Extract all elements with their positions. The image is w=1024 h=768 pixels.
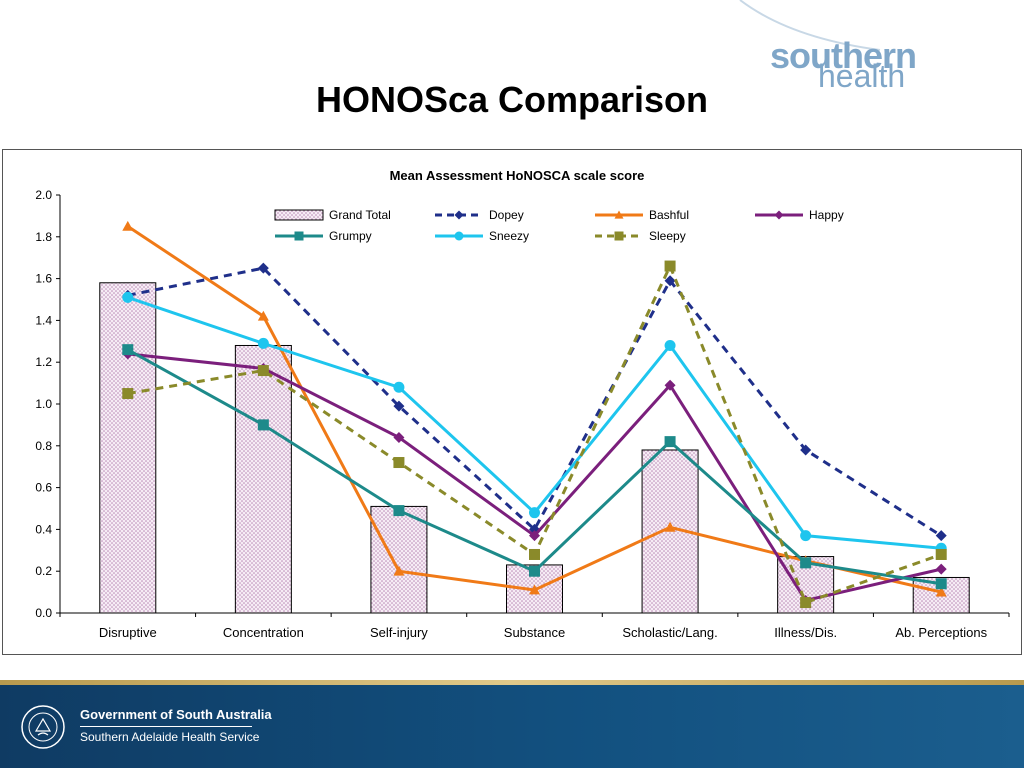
- point-sneezy: [257, 337, 269, 349]
- point-happy: [393, 431, 405, 443]
- y-tick-label: 1.4: [35, 313, 52, 327]
- legend-label-grand-total: Grand Total: [329, 208, 391, 222]
- x-tick-label: Substance: [504, 625, 565, 640]
- y-tick-label: 0.8: [35, 439, 52, 453]
- chart-frame: Mean Assessment HoNOSCA scale score 0.0 0…: [2, 149, 1022, 655]
- x-tick-label: Disruptive: [99, 625, 157, 640]
- point-sneezy: [529, 507, 540, 519]
- point-sleepy: [122, 388, 134, 400]
- legend-label-bashful: Bashful: [649, 208, 689, 222]
- point-sleepy: [529, 548, 540, 560]
- x-tick-label: Scholastic/Lang.: [622, 625, 717, 640]
- legend-label-sneezy: Sneezy: [489, 229, 529, 243]
- point-happy: [935, 563, 947, 575]
- point-sneezy: [122, 291, 134, 303]
- legend-label-happy: Happy: [809, 208, 844, 222]
- point-sleepy: [257, 365, 269, 377]
- point-grumpy: [393, 505, 405, 517]
- point-sleepy: [800, 597, 812, 609]
- point-grumpy: [664, 436, 676, 448]
- y-tick-label: 0.2: [35, 564, 52, 578]
- legend-label-grumpy: Grumpy: [329, 229, 372, 243]
- logo-word-southern: southern: [770, 35, 917, 76]
- point-grumpy: [257, 419, 269, 431]
- point-bashful: [257, 310, 269, 321]
- legend-marker-happy: [774, 210, 784, 220]
- point-sneezy: [664, 339, 676, 351]
- state-crest-icon: [21, 705, 65, 749]
- point-grumpy: [529, 565, 540, 577]
- y-tick-label: 1.8: [35, 230, 52, 244]
- legend-marker-dopey: [454, 210, 464, 220]
- point-bashful: [393, 565, 405, 576]
- point-dopey: [935, 530, 947, 542]
- point-dopey: [393, 400, 405, 412]
- point-grumpy: [122, 344, 134, 356]
- point-grumpy: [800, 557, 812, 569]
- y-tick-label: 0.6: [35, 481, 52, 495]
- logo-word-health: health: [818, 58, 906, 94]
- y-tick-label: 0.4: [35, 522, 52, 536]
- point-sneezy: [393, 381, 405, 393]
- x-tick-label: Illness/Dis.: [774, 625, 837, 640]
- x-tick-label: Ab. Perceptions: [895, 625, 987, 640]
- southern-health-logo: southern health: [770, 35, 980, 93]
- point-bashful: [122, 220, 134, 231]
- footer-org-subtitle: Southern Adelaide Health Service: [80, 730, 260, 744]
- point-bashful: [664, 521, 676, 532]
- footer-org-name: Government of South Australia: [80, 707, 272, 722]
- point-grumpy: [935, 578, 947, 590]
- y-tick-label: 2.0: [35, 188, 52, 202]
- footer-divider: [80, 726, 252, 727]
- legend-label-dopey: Dopey: [489, 208, 524, 222]
- legend-marker-sneezy: [454, 231, 464, 241]
- point-sleepy: [935, 548, 947, 560]
- point-dopey: [800, 444, 812, 456]
- legend-swatch-grand-total: [274, 209, 324, 221]
- chart: Mean Assessment HoNOSCA scale score 0.0 0…: [35, 168, 1010, 640]
- footer-gold-rule: [0, 680, 1024, 685]
- point-dopey: [529, 523, 540, 535]
- y-tick-label: 1.0: [35, 397, 52, 411]
- footer-band: Government of South Australia Southern A…: [0, 680, 1024, 768]
- x-tick-label: Concentration: [223, 625, 304, 640]
- point-bashful: [935, 586, 947, 597]
- bar-grand-total: [370, 505, 428, 614]
- chart-title: Mean Assessment HoNOSCA scale score: [390, 168, 645, 183]
- x-tick-label: Self-injury: [370, 625, 428, 640]
- y-tick-label: 1.2: [35, 355, 52, 369]
- slide-title: HONOSca Comparison: [315, 79, 709, 120]
- decorative-arc: [739, 0, 881, 51]
- point-happy: [664, 379, 676, 391]
- point-dopey: [664, 275, 676, 287]
- y-tick-label: 0.0: [35, 606, 52, 620]
- point-bashful: [529, 584, 540, 595]
- bar-grand-total: [234, 344, 292, 614]
- point-sneezy: [800, 530, 812, 542]
- y-tick-label: 1.6: [35, 272, 52, 286]
- legend-marker-sleepy: [614, 231, 624, 241]
- point-dopey: [257, 262, 269, 274]
- point-sleepy: [393, 457, 405, 469]
- point-happy: [529, 530, 540, 542]
- bar-grand-total: [99, 282, 157, 614]
- legend-marker-grumpy: [294, 231, 304, 241]
- legend-marker-bashful: [614, 210, 624, 219]
- legend-label-sleepy: Sleepy: [649, 229, 686, 243]
- point-sleepy: [664, 260, 676, 272]
